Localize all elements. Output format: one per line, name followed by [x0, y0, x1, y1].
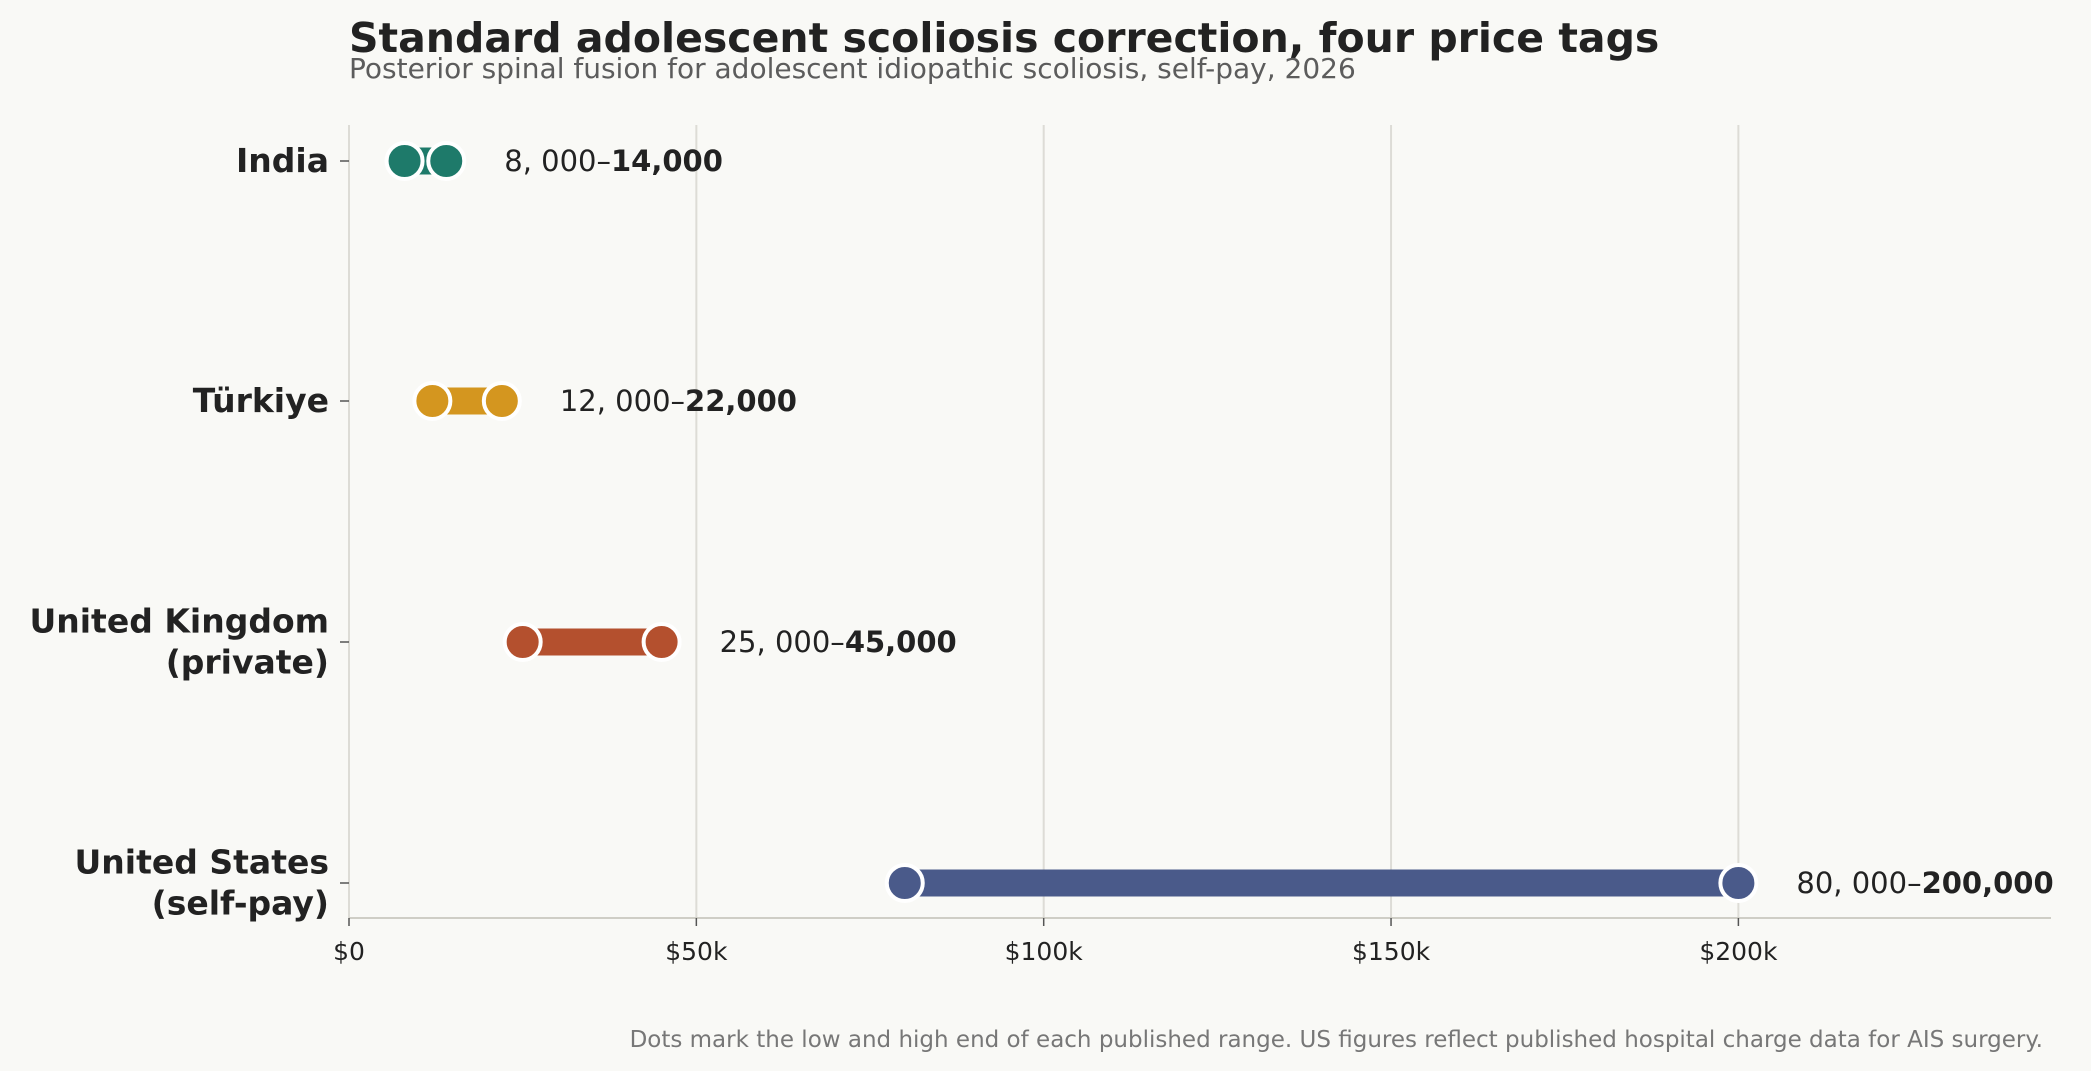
x-tick-label: $50k [665, 937, 728, 966]
chart-rows: India 8, 000–14,000 Türkiye 12, 000–22,000 U… [29, 141, 2054, 923]
chart-footnote: Dots mark the low and high end of each p… [630, 1027, 2043, 1053]
category-label: United States (self-pay) [75, 843, 329, 923]
x-axis: $0 $50k $100k $150k $200k [333, 125, 2051, 966]
low-dot [502, 622, 543, 662]
x-tick-label: $200k [1699, 937, 1778, 966]
range-value-label: 80, 000–200,000 [1796, 866, 2053, 900]
high-dot [1718, 863, 1759, 903]
low-dot [412, 381, 453, 421]
category-label: United Kingdom (private) [29, 602, 329, 682]
x-tick-label: $150k [1352, 937, 1431, 966]
range-value-label: 25, 000–45,000 [720, 625, 957, 659]
chart-subtitle: Posterior spinal fusion for adolescent i… [349, 52, 1356, 85]
category-label: India [236, 141, 329, 180]
low-dot [384, 141, 425, 181]
x-tick-label: $100k [1005, 937, 1084, 966]
range-value-label: 12, 000–22,000 [560, 384, 797, 418]
range-value-label: 8, 000–14,000 [504, 144, 723, 178]
dumbbell-row: United States (self-pay) 80, 000–200,000 [75, 843, 2054, 923]
high-dot [426, 141, 467, 181]
dumbbell-row: Türkiye 12, 000–22,000 [193, 381, 797, 421]
high-dot [641, 622, 682, 662]
category-label: Türkiye [193, 381, 329, 420]
low-dot [884, 863, 925, 903]
dumbbell-row: United Kingdom (private) 25, 000–45,000 [29, 602, 956, 682]
high-dot [481, 381, 522, 421]
gridlines [695, 125, 1740, 918]
x-tick-label: $0 [333, 937, 365, 966]
dumbbell-row: India 8, 000–14,000 [236, 141, 723, 181]
chart-title: Standard adolescent scoliosis correction… [349, 14, 1659, 62]
